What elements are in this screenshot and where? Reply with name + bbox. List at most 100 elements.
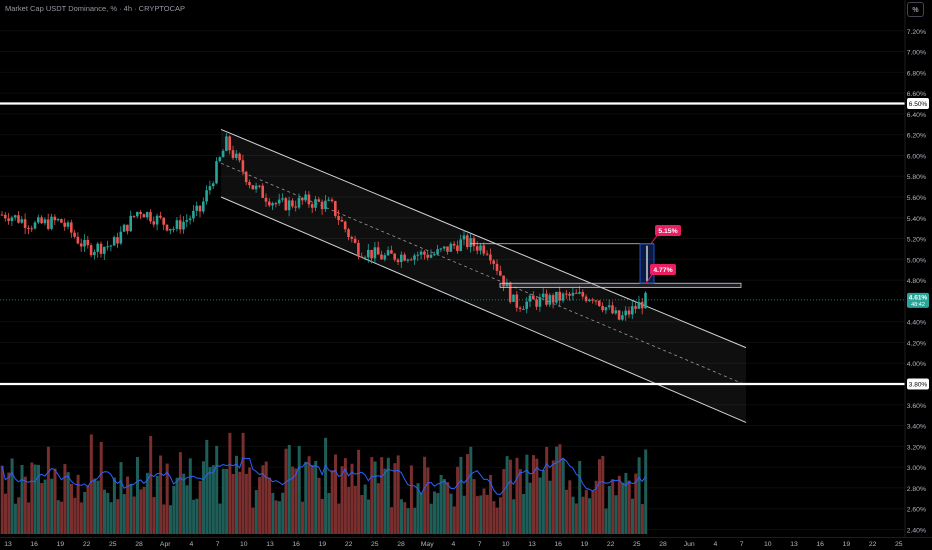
- candle-body: [238, 153, 241, 161]
- candle-body: [182, 221, 185, 230]
- candle-body: [390, 250, 393, 254]
- candle-body: [489, 254, 492, 261]
- candle-body: [436, 249, 439, 255]
- candle-body: [485, 253, 489, 255]
- candle-body: [86, 239, 90, 246]
- volume-bar: [532, 455, 535, 534]
- candle-body: [403, 254, 406, 261]
- candle-body: [479, 245, 482, 251]
- volume-bar: [93, 478, 97, 534]
- x-tick-label: 10: [764, 541, 772, 548]
- candle-body: [640, 301, 644, 309]
- candle-body: [370, 249, 373, 259]
- volume-bar: [621, 482, 625, 534]
- volume-bars: [0, 432, 648, 534]
- volume-bar: [109, 502, 113, 534]
- y-tick-label: 7.00%: [907, 50, 926, 57]
- candle-body: [4, 214, 7, 219]
- candle-body: [56, 219, 60, 221]
- volume-bar: [142, 486, 146, 534]
- volume-bar: [429, 503, 433, 534]
- candle-body: [126, 224, 129, 232]
- x-tick-label: 25: [895, 541, 903, 548]
- volume-bar: [574, 503, 578, 534]
- volume-bar: [413, 507, 417, 534]
- candle-body: [277, 199, 281, 204]
- y-tick-label: 6.20%: [907, 133, 926, 140]
- candle-body: [409, 259, 413, 261]
- volume-bar: [284, 448, 288, 534]
- candle-body: [162, 217, 165, 225]
- y-tick-label: 2.40%: [907, 527, 926, 534]
- volume-bar: [86, 485, 90, 534]
- volume-bar: [436, 493, 440, 534]
- volume-bar: [30, 462, 34, 534]
- candle-body: [287, 200, 291, 211]
- candle-body: [637, 301, 641, 309]
- volume-bar: [545, 446, 549, 534]
- candle-body: [574, 292, 578, 294]
- volume-bar: [320, 498, 324, 534]
- percent-scale-button[interactable]: %: [907, 2, 924, 17]
- candle-body: [535, 299, 538, 307]
- candle-body: [27, 227, 30, 229]
- volume-bar: [218, 503, 222, 534]
- volume-bar: [76, 474, 80, 534]
- candle-body: [598, 300, 601, 307]
- volume-bar: [241, 432, 245, 534]
- candle-body: [63, 222, 66, 227]
- volume-bar: [106, 492, 110, 534]
- volume-bar: [129, 483, 133, 534]
- volume-bar: [139, 489, 143, 534]
- candle-body: [20, 219, 24, 223]
- volume-bar: [627, 480, 631, 534]
- volume-bar: [598, 459, 601, 534]
- volume-bar: [367, 499, 370, 534]
- candle-body: [76, 236, 80, 244]
- y-tick-label: 5.00%: [907, 257, 926, 264]
- candle-body: [314, 199, 317, 208]
- volume-bar: [631, 498, 634, 534]
- x-tick-label: 16: [554, 541, 562, 548]
- volume-bar: [515, 457, 519, 534]
- candle-body: [271, 203, 274, 206]
- volume-bar: [551, 460, 555, 534]
- candle-body: [449, 243, 453, 252]
- candle-body: [634, 306, 637, 309]
- volume-bar: [380, 457, 384, 534]
- volume-bar: [449, 493, 453, 534]
- candle-body: [291, 200, 294, 207]
- candle-body: [152, 221, 156, 225]
- candle-body: [320, 201, 324, 210]
- candle-body: [195, 205, 198, 211]
- candle-body: [571, 292, 575, 296]
- candles: [0, 133, 647, 321]
- x-tick-label: 7: [478, 541, 482, 548]
- x-tick-label: 13: [790, 541, 798, 548]
- volume-bar: [70, 483, 73, 534]
- volume-bar: [376, 483, 380, 534]
- label-515-bg: [655, 225, 681, 236]
- candle-body: [248, 182, 251, 186]
- volume-bar: [195, 498, 199, 534]
- candle-body: [367, 249, 370, 258]
- x-tick-label: 10: [502, 541, 510, 548]
- candle-body: [360, 256, 363, 258]
- candle-body: [106, 246, 109, 248]
- volume-bar: [469, 446, 473, 534]
- level-badge-text: 6.50%: [909, 101, 928, 108]
- volume-bar: [588, 498, 592, 534]
- y-tick-label: 3.00%: [907, 465, 926, 472]
- candle-body: [33, 222, 37, 229]
- candle-body: [624, 310, 627, 316]
- volume-bar: [607, 486, 611, 534]
- candle-body: [43, 219, 47, 224]
- x-tick-label: 19: [57, 541, 65, 548]
- candle-body: [472, 238, 476, 247]
- volume-bar: [475, 496, 479, 534]
- candle-body: [357, 242, 360, 257]
- volume-bar: [614, 495, 618, 534]
- volume-bar: [182, 473, 186, 534]
- y-tick-label: 3.60%: [907, 403, 926, 410]
